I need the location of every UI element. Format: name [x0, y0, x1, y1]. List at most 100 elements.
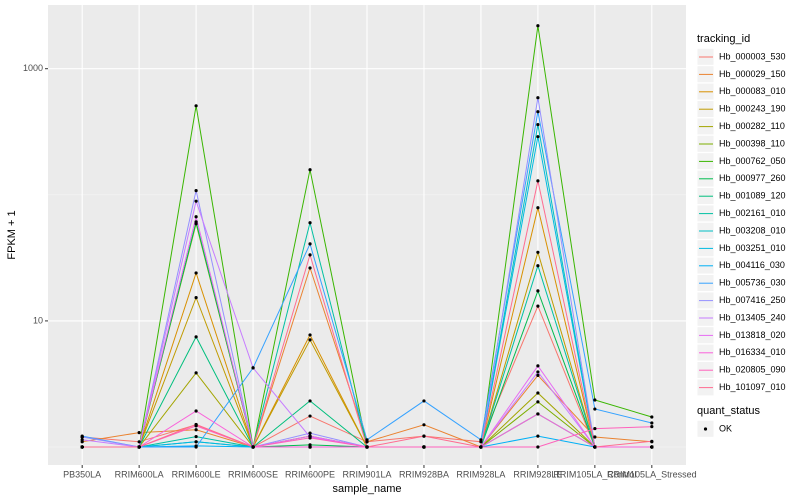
point [308, 242, 312, 246]
legend-label: Hb_003251_010 [719, 243, 786, 253]
point [194, 271, 198, 275]
point [194, 215, 198, 219]
point [422, 434, 426, 438]
point [536, 179, 540, 183]
point [194, 422, 198, 427]
point [80, 445, 84, 449]
x-tick-label: RRIM600SE [228, 469, 278, 479]
point [251, 366, 255, 370]
legend-label: Hb_003208_010 [719, 225, 786, 235]
point [194, 409, 198, 413]
legend-label: Hb_016334_010 [719, 347, 786, 357]
point [194, 434, 198, 439]
x-tick-label: RRIM600PE [285, 469, 335, 479]
point [194, 188, 198, 193]
legend-label: Hb_000282_110 [719, 121, 785, 131]
point [194, 220, 198, 224]
legend-label: Hb_007416_250 [719, 295, 786, 305]
point [194, 104, 198, 108]
legend-label: Hb_000003_530 [719, 51, 786, 61]
point [194, 371, 198, 375]
point [80, 438, 84, 442]
legend-label: Hb_013405_240 [719, 312, 786, 322]
point [137, 431, 141, 435]
legend-label: Hb_020805_090 [719, 365, 786, 375]
point [536, 250, 540, 254]
legend-label: Hb_000083_010 [719, 86, 786, 96]
legend-label: Hb_005736_030 [719, 278, 786, 288]
point [536, 370, 540, 374]
legend-label: Hb_002161_010 [719, 208, 786, 218]
legend-label: Hb_000243_190 [719, 104, 786, 114]
point [137, 440, 141, 444]
point [308, 445, 312, 449]
point [308, 414, 312, 418]
point [308, 338, 312, 342]
point [308, 168, 312, 172]
point [593, 407, 597, 411]
point [536, 373, 540, 377]
legend-label: OK [719, 423, 732, 433]
point [593, 398, 597, 402]
legend-label: Hb_013818_020 [719, 330, 786, 340]
point [536, 412, 540, 416]
point [308, 431, 312, 435]
point [308, 399, 312, 403]
points [80, 24, 654, 449]
point [536, 206, 540, 210]
point [593, 426, 597, 431]
x-tick-label: PB350LA [63, 469, 101, 479]
point [536, 135, 540, 139]
point [536, 289, 540, 293]
point [650, 425, 654, 429]
legend-label: Hb_004116_030 [719, 260, 785, 270]
legend-label: Hb_001089_120 [719, 191, 786, 201]
point [308, 221, 312, 225]
point [479, 438, 483, 442]
point [422, 445, 426, 449]
x-tick-label: RRIM928BA [399, 469, 449, 479]
point [536, 110, 540, 114]
point [593, 435, 597, 439]
point [536, 123, 540, 127]
x-tick-label: RRIM600LE [172, 469, 221, 479]
point [251, 445, 255, 449]
point [194, 428, 198, 432]
point [650, 421, 654, 425]
x-tick-label: RRIM105LA_Control [553, 469, 636, 479]
point [536, 445, 540, 449]
point [194, 199, 198, 203]
point [536, 24, 540, 28]
y-axis-title: FPKM + 1 [6, 210, 18, 259]
y-tick-label: 1000 [23, 63, 43, 73]
point [536, 304, 540, 308]
point [536, 264, 540, 268]
point [308, 333, 312, 337]
grid [48, 5, 686, 465]
point-legend-title: quant_status [697, 405, 760, 417]
legend-label: Hb_000977_260 [719, 173, 786, 183]
point [650, 415, 654, 419]
x-tick-label: RRIM928LE [513, 469, 562, 479]
point [137, 445, 141, 449]
point [536, 434, 540, 438]
point [536, 96, 540, 100]
point [308, 253, 312, 257]
point [194, 335, 198, 339]
point [308, 266, 312, 270]
point [308, 436, 312, 440]
legend: Hb_000003_530 Hb_000029_150 Hb_000083_010 H… [696, 47, 786, 438]
point [194, 445, 198, 449]
point [479, 445, 483, 449]
legend-label: Hb_101097_010 [719, 382, 786, 392]
point [80, 435, 84, 439]
point [194, 296, 198, 300]
legend-point [703, 427, 708, 431]
x-tick-label: RRIM901LA [342, 469, 391, 479]
x-tick-label: RRIM105LA_Stressed [607, 469, 697, 479]
x-tick-label: RRIM928LA [456, 469, 505, 479]
point [536, 364, 540, 368]
point [194, 440, 198, 444]
legend-label: Hb_000029_150 [719, 69, 786, 79]
legend-title: tracking_id [697, 33, 750, 45]
